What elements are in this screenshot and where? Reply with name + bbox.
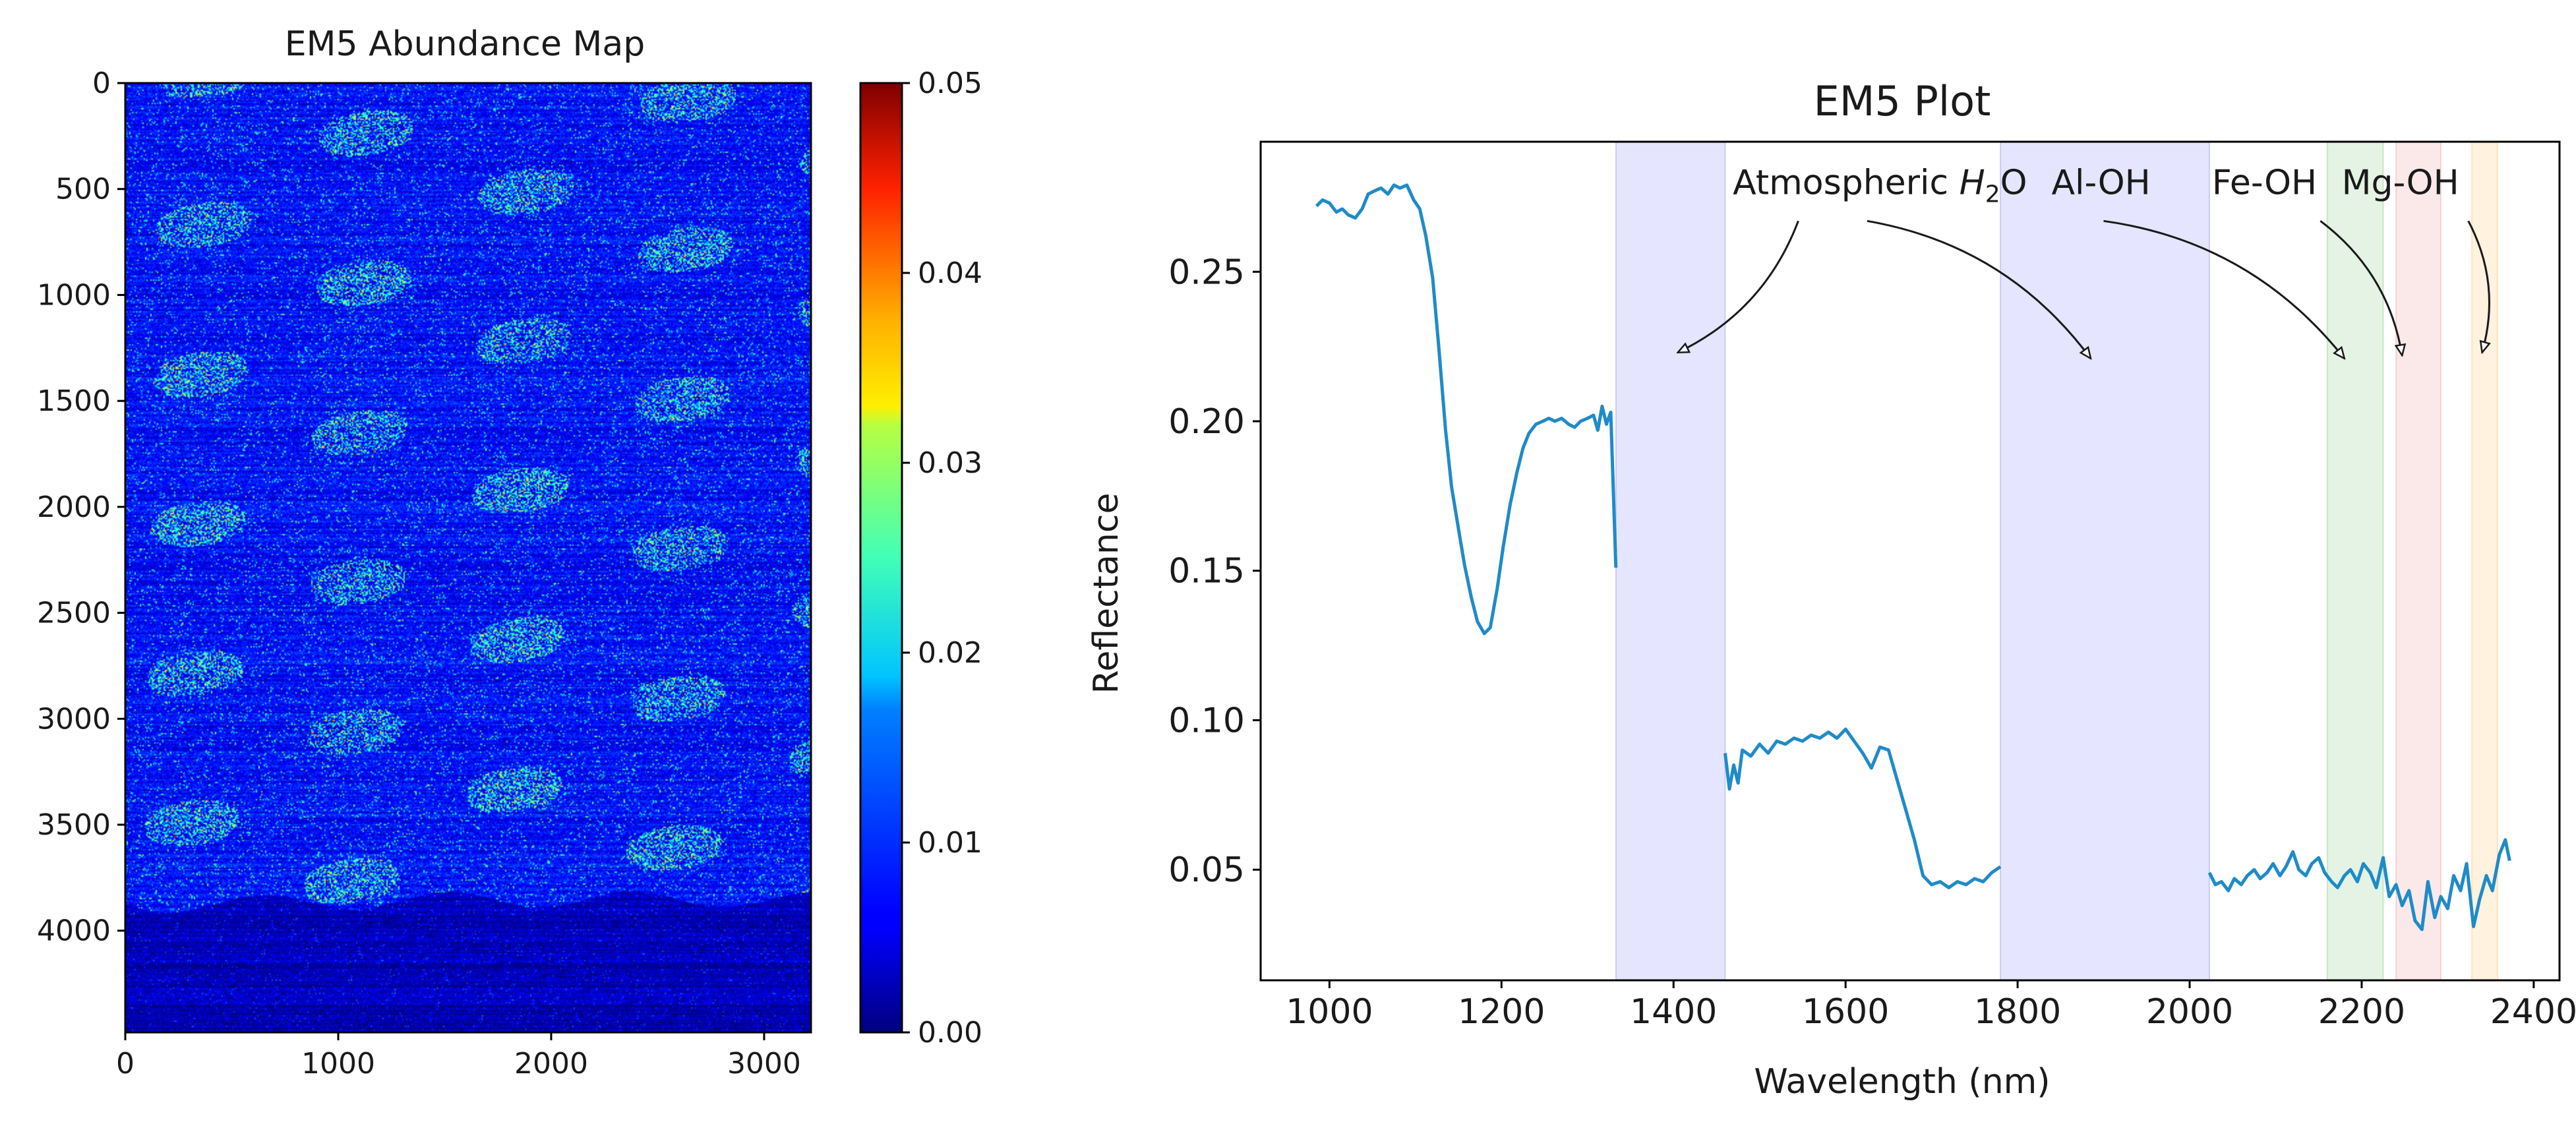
annotation-arrow: [1867, 220, 2091, 359]
map-y-axis: 0 500 1000 1500 2000 2500 3000 3500 4000: [37, 67, 125, 948]
colorbar-frame: [859, 82, 903, 1034]
annotation-arrow: [2320, 220, 2402, 355]
plot-x-tick-label: 1000: [1286, 992, 1373, 1032]
map-y-tick-label: 1000: [37, 278, 111, 312]
map-title: EM5 Abundance Map: [285, 24, 645, 64]
colorbar-tick-label: 0.03: [918, 446, 982, 480]
plot-x-axis: 1000 1200 1400 1600 1800 2000 2200 2400: [1286, 980, 2576, 1032]
map-frame: [124, 82, 812, 1034]
plot-x-tick-label: 1400: [1630, 992, 1717, 1032]
plot-y-tick-label: 0.05: [1168, 850, 1245, 890]
annotation-label: Atmospheric H2O: [1733, 163, 2027, 208]
plot-title: EM5 Plot: [1814, 77, 1991, 125]
annotation-label: Al-OH: [2051, 163, 2150, 202]
spectrum-line-segment-3: [2207, 838, 2511, 932]
map-y-tick-label: 0: [92, 67, 111, 100]
colorbar-tick-label: 0.04: [918, 256, 982, 290]
absorption-bands: [1615, 142, 2499, 980]
plot-y-label: Reflectance: [1087, 493, 1126, 694]
map-x-axis: 0 1000 2000 3000: [116, 1032, 801, 1081]
spectrum-line-segment-1: [1315, 183, 1618, 636]
plot-x-tick-label: 1200: [1458, 992, 1545, 1032]
map-x-tick-label: 1000: [301, 1047, 375, 1081]
band-annotations: Atmospheric H2O Al-OH Fe-OH Mg-OH: [1678, 163, 2490, 358]
colorbar-tick-label: 0.00: [918, 1016, 982, 1050]
plot-y-tick-label: 0.25: [1168, 252, 1245, 292]
map-y-tick-label: 2000: [37, 490, 111, 524]
plot-frame: [1259, 140, 2561, 982]
spectrum-series: [1315, 183, 2511, 932]
plot-x-label: Wavelength (nm): [1754, 1062, 2050, 1102]
plot-y-axis: 0.05 0.10 0.15 0.20 0.25: [1168, 252, 1261, 890]
spectrum-line-segment-2: [1723, 727, 2002, 889]
plot-y-tick-label: 0.10: [1168, 701, 1245, 740]
plot-y-tick-label: 0.20: [1168, 402, 1245, 442]
absorption-band: [1999, 142, 2211, 980]
map-x-tick-label: 0: [116, 1047, 135, 1081]
colorbar-ticks: 0.00 0.01 0.02 0.03 0.04 0.05: [902, 67, 982, 1050]
map-y-tick-label: 3500: [37, 808, 111, 842]
annotation-arrow: [2103, 220, 2345, 359]
map-y-tick-label: 4000: [37, 914, 111, 948]
annotation-arrow: [2467, 220, 2490, 353]
plot-x-tick-label: 2400: [2490, 992, 2576, 1032]
absorption-band: [2326, 142, 2384, 980]
annotation-label: Fe-OH: [2212, 163, 2317, 202]
map-x-tick-label: 2000: [514, 1047, 588, 1081]
absorption-band: [1615, 142, 1726, 980]
colorbar-tick-label: 0.02: [918, 636, 982, 670]
map-y-tick-label: 2500: [37, 597, 111, 630]
map-x-tick-label: 3000: [727, 1047, 801, 1081]
abundance-heatmap: [124, 82, 812, 1034]
map-y-tick-label: 500: [55, 173, 111, 206]
plot-x-tick-label: 2000: [2146, 992, 2233, 1032]
colorbar-tick-label: 0.05: [918, 67, 982, 100]
plot-x-tick-label: 1600: [1802, 992, 1889, 1032]
map-y-tick-label: 3000: [37, 702, 111, 736]
absorption-band: [2395, 142, 2441, 980]
colorbar-tick-label: 0.01: [918, 826, 982, 860]
plot-x-tick-label: 2200: [2318, 992, 2405, 1032]
plot-x-tick-label: 1800: [1974, 992, 2061, 1032]
colorbar: 0.00 0.01 0.02 0.03 0.04 0.05: [859, 67, 982, 1050]
colorbar-gradient: [860, 83, 902, 1032]
absorption-band: [2471, 142, 2499, 980]
annotation-label: Mg-OH: [2342, 163, 2459, 202]
annotation-arrow: [1678, 220, 1799, 353]
plot-y-tick-label: 0.15: [1168, 552, 1245, 591]
map-y-tick-label: 1500: [37, 384, 111, 418]
